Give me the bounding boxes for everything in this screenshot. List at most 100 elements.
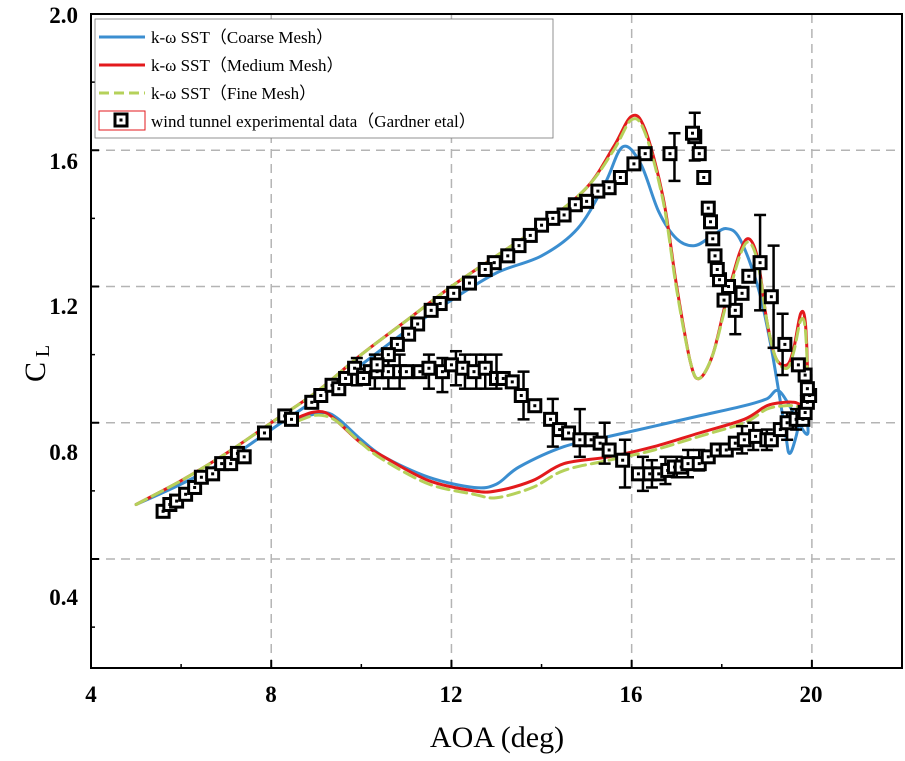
- y-tick-label: 0.4: [49, 585, 78, 610]
- experimental-data-point-center: [461, 366, 465, 370]
- experimental-data-point-center: [440, 370, 444, 374]
- experimental-data-point-center: [668, 152, 672, 156]
- experimental-data-point-center: [596, 189, 600, 193]
- x-tick-label: 20: [800, 682, 823, 707]
- experimental-data-point-center: [607, 186, 611, 190]
- experimental-data-point-center: [718, 278, 722, 282]
- x-tick-label: 12: [440, 682, 463, 707]
- experimental-data-point-center: [715, 448, 719, 452]
- experimental-data-point-center: [184, 492, 188, 496]
- grid-lines: [91, 14, 902, 668]
- experimental-data-point-center: [803, 373, 807, 377]
- experimental-data-point-center: [713, 254, 717, 258]
- experimental-data-point-center: [686, 462, 690, 466]
- experimental-data-point-center: [395, 342, 399, 346]
- experimental-data-point-center: [386, 370, 390, 374]
- x-tick-label: 4: [85, 682, 97, 707]
- experimental-data-point-center: [769, 438, 773, 442]
- experimental-data-point-center: [715, 267, 719, 271]
- x-tick-labels: 4 8 12 16 20: [85, 682, 822, 707]
- y-tick-label: 1.2: [49, 294, 78, 319]
- experimental-data-point-center: [711, 237, 715, 241]
- experimental-data-point-center: [632, 162, 636, 166]
- experimental-data-point-center: [407, 332, 411, 336]
- experimental-data-point-center: [404, 370, 408, 374]
- experimental-data-point-center: [709, 220, 713, 224]
- y-axis-title: C L: [19, 345, 54, 382]
- experimental-data-point-center: [706, 206, 710, 210]
- experimental-data-point-center: [418, 370, 422, 374]
- experimental-data-point-center: [697, 462, 701, 466]
- experimental-data-point-center: [724, 448, 728, 452]
- experimental-data-point-center: [690, 131, 694, 135]
- experimental-data-point-center: [289, 417, 293, 421]
- experimental-data-point-center: [549, 417, 553, 421]
- legend-swatch-experimental-dot: [119, 118, 123, 122]
- experimental-markers: [155, 111, 818, 519]
- legend-label-medium: k-ω SST（Medium Mesh）: [151, 56, 344, 75]
- experimental-data-point-center: [706, 455, 710, 459]
- experimental-data-point-center: [636, 472, 640, 476]
- experimental-data-point-center: [242, 455, 246, 459]
- experimental-data-point-center: [483, 267, 487, 271]
- y-tick-label: 2.0: [49, 3, 78, 28]
- experimental-data-point-center: [362, 376, 366, 380]
- experimental-data-point-center: [805, 387, 809, 391]
- y-tick-label: 1.6: [49, 149, 78, 174]
- experimental-data-point-center: [438, 302, 442, 306]
- experimental-data-point-center: [785, 421, 789, 425]
- experimental-data-point-center: [528, 233, 532, 237]
- experimental-data-point-center: [199, 475, 203, 479]
- experimental-data-point-center: [452, 291, 456, 295]
- experimental-data-point-center: [742, 438, 746, 442]
- experimental-data-point-center: [211, 472, 215, 476]
- experimental-data-point-center: [754, 434, 758, 438]
- experimental-data-point-center: [722, 298, 726, 302]
- experimental-data-point-center: [578, 438, 582, 442]
- experimental-data-point-center: [319, 394, 323, 397]
- plot-frame: [90, 13, 903, 669]
- experimental-data-point-center: [517, 244, 521, 248]
- y-axis-title-subscript: L: [32, 345, 54, 357]
- legend-box: [94, 18, 554, 139]
- experimental-data-point-center: [643, 152, 647, 156]
- experimental-data-point-center: [375, 363, 379, 367]
- experimental-data-point-center: [567, 431, 571, 435]
- experimental-data-point-center: [175, 499, 179, 503]
- experimental-data-point-center: [472, 370, 476, 374]
- experimental-data-point-center: [427, 366, 431, 370]
- experimental-data-point-center: [220, 462, 224, 466]
- experimental-data-point-center: [607, 448, 611, 452]
- experimental-data-point-center: [618, 176, 622, 179]
- legend-label-experimental: wind tunnel experimental data（Gardner et…: [151, 112, 476, 131]
- experimental-data-point-center: [551, 216, 555, 220]
- legend-label-fine: k-ω SST（Fine Mesh）: [151, 84, 316, 103]
- experimental-data-point-center: [796, 363, 800, 367]
- experimental-data-point-center: [310, 400, 314, 404]
- experimental-data-point-center: [506, 254, 510, 258]
- experimental-data-point-center: [648, 472, 652, 476]
- experimental-data-point-center: [558, 428, 562, 432]
- experimental-data-point-center: [229, 462, 233, 466]
- experimental-data-point-center: [483, 366, 487, 370]
- experimental-data-point-center: [769, 295, 773, 299]
- experimental-data-point-center: [803, 411, 807, 415]
- y-axis-title-main: C: [19, 362, 52, 382]
- experimental-data-point-center: [337, 387, 341, 391]
- experimental-data-point-center: [758, 261, 762, 265]
- experimental-data-point-center: [747, 274, 751, 278]
- y-tick-labels: 0.4 0.8 1.2 1.6 2.0: [49, 3, 78, 610]
- experimental-data-point-center: [353, 366, 357, 370]
- legend-label-coarse: k-ω SST（Coarse Mesh）: [151, 28, 333, 47]
- experimental-data-point-center: [344, 376, 348, 380]
- experimental-data-point-center: [510, 380, 514, 384]
- experimental-data-point-center: [697, 152, 701, 156]
- experimental-data-point-center: [492, 261, 496, 265]
- experimental-data-point-center: [740, 291, 744, 295]
- experimental-data-point-center: [589, 438, 593, 442]
- legend: k-ω SST（Coarse Mesh） k-ω SST（Medium Mesh…: [94, 18, 554, 139]
- y-tick-label: 0.8: [49, 440, 78, 465]
- x-tick-label: 8: [265, 682, 277, 707]
- x-tick-label: 16: [620, 682, 643, 707]
